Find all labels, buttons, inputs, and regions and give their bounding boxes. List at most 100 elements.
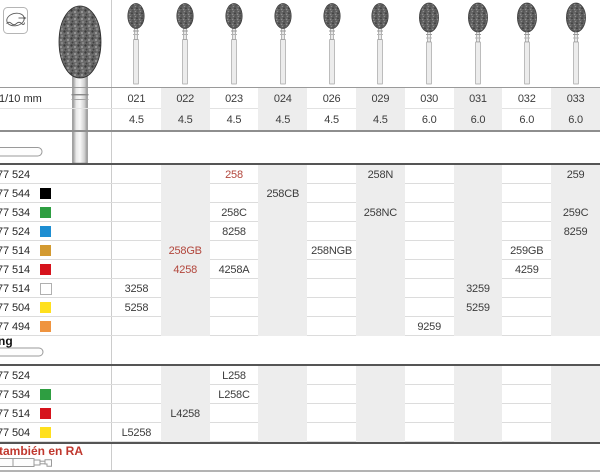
product-cell (502, 184, 551, 203)
diamond-bur-photo (225, 3, 243, 85)
product-cell (112, 317, 161, 336)
ra-latch-shank-icon (0, 458, 52, 467)
size-table: 1/10 mm 021 022 023 024 026 029 030 031 032 033 4… (0, 88, 600, 130)
table-row: 77 514 L4258 (0, 404, 600, 423)
size-row: 1/10 mm 021 022 023 024 026 029 030 031 032 033 (0, 88, 600, 109)
product-cell (502, 404, 551, 423)
length-cell: 6.0 (551, 109, 600, 130)
product-cell (453, 165, 503, 184)
iso-cell: 77 544 (0, 184, 112, 203)
product-cell (502, 203, 551, 222)
diamond-bur-photo (565, 2, 586, 85)
iso-cell: 77 514 (0, 404, 112, 423)
product-cell (551, 317, 600, 336)
product-cell (551, 260, 600, 279)
diamond-bur-photo-large (58, 5, 102, 163)
product-cell (551, 184, 600, 203)
product-cell (258, 385, 308, 404)
divider (0, 470, 600, 472)
length-cell: 6.0 (453, 109, 503, 130)
table-row: 77 504 L5258 (0, 423, 600, 442)
product-cell (405, 260, 454, 279)
product-cell (258, 366, 308, 385)
divider (0, 130, 600, 132)
product-cell: 5259 (453, 298, 503, 317)
length-cell: 4.5 (324, 113, 339, 126)
product-cell: 258CB (258, 184, 308, 203)
product-cell (307, 423, 356, 442)
product-cell (160, 184, 210, 203)
product-cell (160, 317, 210, 336)
product-cell (307, 298, 356, 317)
grit-color-square (40, 389, 52, 400)
product-cell (355, 260, 405, 279)
iso-cell: 77 494 (0, 317, 112, 336)
table-row: 77 534 L258C (0, 385, 600, 404)
size-cell: 021 (127, 92, 146, 105)
product-cell (258, 317, 308, 336)
size-cell: 024 (258, 88, 308, 109)
product-cell (453, 241, 503, 260)
table-row: 77 524 8258 8259 (0, 222, 600, 241)
table-row: 77 514 3258 3259 (0, 279, 600, 298)
product-cell (355, 241, 405, 260)
size-row-label: 1/10 mm (0, 92, 42, 105)
product-cell (258, 298, 308, 317)
product-cell (258, 260, 308, 279)
table-row: 77 524 L258 (0, 366, 600, 385)
product-cell (502, 279, 551, 298)
product-cell (405, 298, 454, 317)
product-cell: L258C (218, 388, 250, 401)
size-cell: 029 (355, 88, 405, 109)
product-cell (258, 404, 308, 423)
product-cell (355, 366, 405, 385)
product-cell (355, 222, 405, 241)
product-cell (258, 165, 308, 184)
product-cell: L4258 (160, 404, 210, 423)
product-cell: 259C (551, 203, 600, 222)
size-cell: 030 (420, 92, 439, 105)
iso-cell: 77 534 (0, 385, 112, 404)
length-cell: 4.5 (129, 113, 144, 126)
iso-code: 77 524 (0, 225, 31, 238)
product-cell (502, 222, 551, 241)
product-cell (502, 298, 551, 317)
diamond-bur-photo (371, 3, 389, 85)
length-cell: 4.5 (355, 109, 405, 130)
product-cell (453, 222, 503, 241)
product-cell (210, 404, 259, 423)
table-row: 77 514 4258 4258A 4259 (0, 260, 600, 279)
product-cell (112, 203, 161, 222)
product-cell (160, 203, 210, 222)
iso-cell: 77 514 (0, 241, 112, 260)
product-cell (307, 184, 356, 203)
product-cell (258, 423, 308, 442)
iso-cell: 77 524 (0, 366, 112, 385)
product-cell (551, 279, 600, 298)
grit-color-square (40, 282, 53, 295)
product-cell: 259GB (510, 244, 544, 257)
product-cell: L258 (222, 369, 246, 382)
product-cell: 258N (355, 165, 405, 184)
product-cell (405, 385, 454, 404)
product-cell: 258GB (160, 241, 210, 260)
iso-code: 77 534 (0, 206, 31, 219)
straight-shank-icon (0, 347, 44, 357)
iso-code: 77 514 (0, 282, 31, 295)
divider (0, 442, 600, 444)
product-cell: 8259 (551, 222, 600, 241)
product-cell (210, 317, 259, 336)
product-cell (210, 423, 259, 442)
product-cell (258, 241, 308, 260)
divider (0, 87, 600, 88)
product-cell: 3258 (124, 282, 149, 295)
size-cell: 026 (322, 92, 341, 105)
product-table-l-series: 77 524 L258 77 534 L258C 77 514 L4258 77 504 L5… (0, 366, 600, 442)
product-cell (210, 279, 259, 298)
iso-cell: 77 514 (0, 279, 112, 298)
iso-code: 77 504 (0, 301, 31, 314)
diamond-bur-photo (176, 3, 194, 85)
label-column-divider (111, 0, 112, 470)
grit-color-square (40, 245, 52, 256)
product-cell (160, 385, 210, 404)
